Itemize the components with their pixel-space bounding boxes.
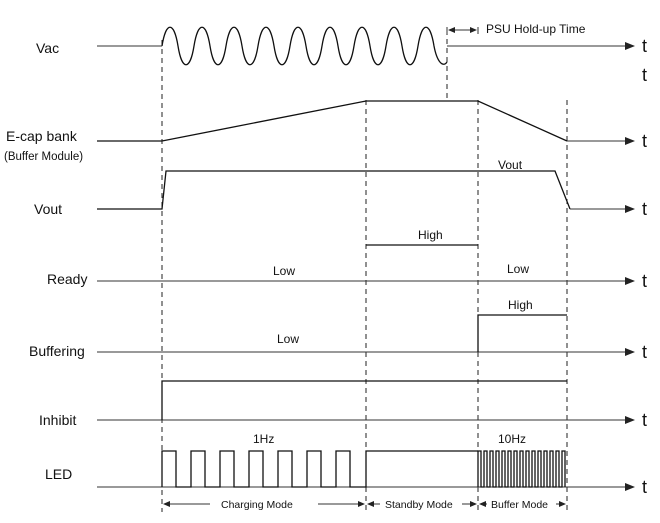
inhibit-label: Inhibit (39, 412, 76, 428)
ecap-waveform (97, 100, 568, 142)
ecap-axis-t: t (642, 131, 647, 151)
vac-label: Vac (36, 40, 59, 56)
vac-waveform (97, 26, 635, 66)
led-1hz-pulses (161, 450, 478, 488)
led-10hz-label: 10Hz (498, 432, 526, 446)
inhibit-axis-t: t (642, 410, 647, 430)
led-axis-t: t (642, 477, 647, 497)
standby-mode-label: Standby Mode (385, 499, 453, 511)
vout-label: Vout (34, 201, 62, 217)
buffer-module-label: (Buffer Module) (4, 151, 83, 163)
buffering-high-segment (477, 314, 567, 352)
vout-axis-t: t (642, 199, 647, 219)
psu-hold-up-bracket (446, 27, 479, 34)
ready-high: High (418, 228, 443, 242)
psu-hold-up-time: PSU Hold-up Time (486, 22, 586, 36)
led-10hz-pulses (477, 450, 566, 488)
buffering-label: Buffering (29, 343, 85, 359)
ready-low-2: Low (507, 262, 529, 276)
ready-axis-t: t (642, 271, 647, 291)
buffering-high: High (508, 298, 533, 312)
led-1hz-label: 1Hz (253, 432, 274, 446)
led-label: LED (45, 466, 72, 482)
vac-axis-t: t (642, 36, 647, 56)
ready-label: Ready (47, 271, 87, 287)
ecap-bank-label: E-cap bank (6, 128, 78, 144)
buffer-mode-label: Buffer Mode (491, 499, 548, 511)
charging-mode-label: Charging Mode (221, 499, 293, 511)
buffering-axis-t: t (642, 342, 647, 362)
ready-low-1: Low (273, 264, 295, 278)
extra-axis-t: t (642, 65, 647, 85)
vout-level-label: Vout (498, 158, 523, 172)
buffering-low: Low (277, 332, 299, 346)
inhibit-high-segment (161, 380, 567, 420)
vout-waveform (97, 170, 571, 210)
